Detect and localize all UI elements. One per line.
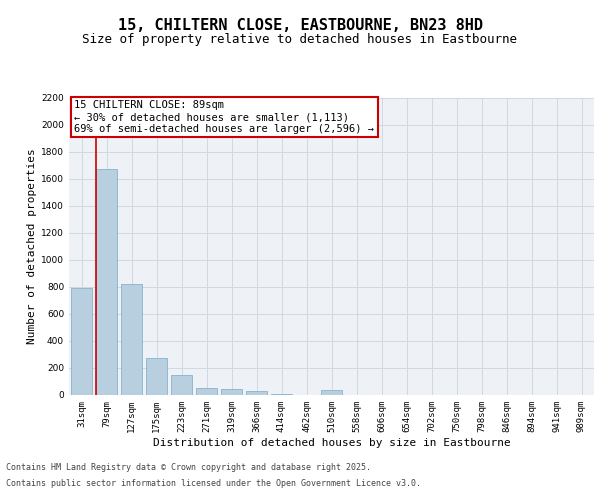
Text: Contains public sector information licensed under the Open Government Licence v3: Contains public sector information licen… <box>6 478 421 488</box>
Bar <box>71 288 92 395</box>
Bar <box>246 391 267 395</box>
Bar <box>196 388 217 395</box>
Bar <box>171 374 192 395</box>
Bar <box>121 284 142 395</box>
X-axis label: Distribution of detached houses by size in Eastbourne: Distribution of detached houses by size … <box>152 438 511 448</box>
Text: Contains HM Land Registry data © Crown copyright and database right 2025.: Contains HM Land Registry data © Crown c… <box>6 464 371 472</box>
Text: 15 CHILTERN CLOSE: 89sqm
← 30% of detached houses are smaller (1,113)
69% of sem: 15 CHILTERN CLOSE: 89sqm ← 30% of detach… <box>74 100 374 134</box>
Bar <box>321 390 342 395</box>
Text: Size of property relative to detached houses in Eastbourne: Size of property relative to detached ho… <box>83 32 517 46</box>
Bar <box>146 358 167 395</box>
Bar <box>271 394 292 395</box>
Bar <box>221 389 242 395</box>
Text: 15, CHILTERN CLOSE, EASTBOURNE, BN23 8HD: 15, CHILTERN CLOSE, EASTBOURNE, BN23 8HD <box>118 18 482 32</box>
Bar <box>96 169 117 395</box>
Y-axis label: Number of detached properties: Number of detached properties <box>27 148 37 344</box>
